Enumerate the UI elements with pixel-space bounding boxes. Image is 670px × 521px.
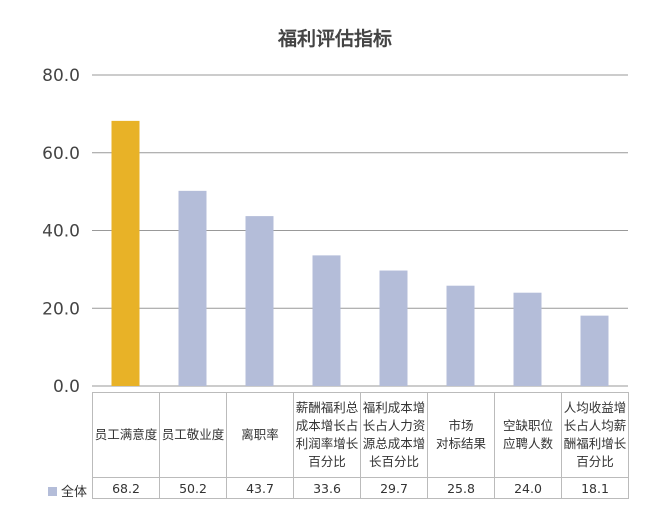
y-tick-label: 0.0 (53, 377, 80, 397)
category-label: 员工敬业度 (159, 392, 227, 478)
y-tick-label: 80.0 (42, 66, 80, 86)
category-label: 离职率 (226, 392, 294, 478)
category-label: 员工满意度 (92, 392, 160, 478)
y-tick-label: 20.0 (42, 299, 80, 319)
bar (312, 255, 341, 386)
legend-swatch (48, 487, 57, 496)
bar (446, 285, 475, 386)
bar (111, 120, 140, 386)
data-label: 29.7 (360, 477, 428, 499)
data-label: 24.0 (494, 477, 562, 499)
data-label: 18.1 (561, 477, 629, 499)
data-label: 43.7 (226, 477, 294, 499)
data-table: 员工满意度 员工敬业度 离职率 薪酬福利总 成本增长占 利润率增长 百分比 福利成本增 … (92, 392, 629, 499)
bar (580, 315, 609, 386)
legend-entry: 全体 (48, 481, 87, 500)
chart-title: 福利评估指标 (277, 28, 392, 50)
y-tick-label: 40.0 (42, 222, 80, 242)
category-label: 空缺职位 应聘人数 (494, 392, 562, 478)
data-label: 33.6 (293, 477, 361, 499)
category-label: 福利成本增 长占人力资 源总成本增 长百分比 (360, 392, 428, 478)
y-tick-label: 60.0 (42, 144, 80, 164)
data-label: 25.8 (427, 477, 495, 499)
category-label: 市场 对标结果 (427, 392, 495, 478)
bar (379, 270, 408, 386)
bar (513, 292, 542, 386)
bar (245, 216, 274, 386)
series-name: 全体 (61, 485, 88, 500)
bar (178, 190, 207, 386)
data-label: 50.2 (159, 477, 227, 499)
category-label: 人均收益增 长占人均薪 酬福利增长 百分比 (561, 392, 629, 478)
data-label: 68.2 (92, 477, 160, 499)
category-label: 薪酬福利总 成本增长占 利润率增长 百分比 (293, 392, 361, 478)
